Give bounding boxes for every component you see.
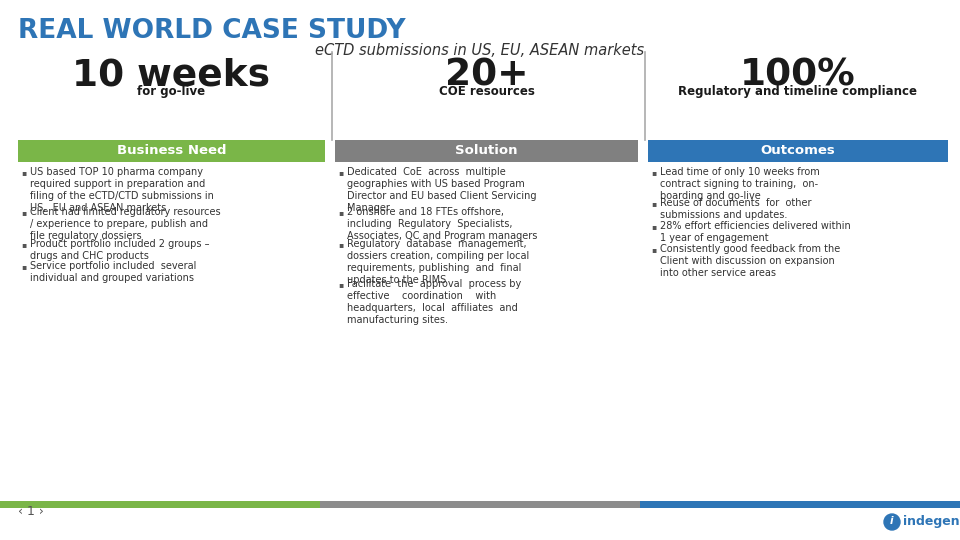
Text: COE resources: COE resources xyxy=(439,85,535,98)
Text: Dedicated  CoE  across  multiple
geographies with US based Program
Director and : Dedicated CoE across multiple geographie… xyxy=(347,167,537,213)
Text: Regulatory and timeline compliance: Regulatory and timeline compliance xyxy=(679,85,918,98)
Text: ▪: ▪ xyxy=(651,222,656,231)
Text: i: i xyxy=(889,516,893,526)
Circle shape xyxy=(884,514,900,530)
Text: ▪: ▪ xyxy=(338,240,343,248)
Text: 100%: 100% xyxy=(740,57,856,93)
Text: Solution: Solution xyxy=(455,145,517,158)
Text: eCTD submissions in US, EU, ASEAN markets: eCTD submissions in US, EU, ASEAN market… xyxy=(316,43,644,58)
Text: ▪: ▪ xyxy=(21,262,26,271)
Text: Outcomes: Outcomes xyxy=(760,145,835,158)
Bar xyxy=(0,501,320,508)
Bar xyxy=(320,501,640,508)
Text: for go-live: for go-live xyxy=(137,85,205,98)
Text: Service portfolio included  several
individual and grouped variations: Service portfolio included several indiv… xyxy=(30,261,197,283)
Text: indegene: indegene xyxy=(903,516,960,529)
Bar xyxy=(648,140,948,162)
Text: ▪: ▪ xyxy=(21,208,26,217)
Text: ▪: ▪ xyxy=(338,280,343,289)
Text: ▪: ▪ xyxy=(338,168,343,177)
Text: ‹ 1 ›: ‹ 1 › xyxy=(18,505,44,518)
Text: ▪: ▪ xyxy=(651,199,656,208)
Text: 2 onshore and 18 FTEs offshore,
including  Regulatory  Specialists,
Associates, : 2 onshore and 18 FTEs offshore, includin… xyxy=(347,207,538,241)
Text: Client had limited regulatory resources
/ experience to prepare, publish and
fil: Client had limited regulatory resources … xyxy=(30,207,221,241)
Bar xyxy=(18,140,325,162)
Text: Regulatory  database  management,
dossiers creation, compiling per local
require: Regulatory database management, dossiers… xyxy=(347,239,529,285)
Bar xyxy=(640,501,960,508)
Text: ▪: ▪ xyxy=(651,245,656,254)
Text: REAL WORLD CASE STUDY: REAL WORLD CASE STUDY xyxy=(18,18,406,44)
Text: Reuse of documents  for  other
submissions and updates.: Reuse of documents for other submissions… xyxy=(660,198,811,220)
Text: Business Need: Business Need xyxy=(117,145,227,158)
Text: ▪: ▪ xyxy=(338,208,343,217)
Text: Consistently good feedback from the
Client with discussion on expansion
into oth: Consistently good feedback from the Clie… xyxy=(660,244,840,278)
Text: 10 weeks: 10 weeks xyxy=(73,57,271,93)
Text: US based TOP 10 pharma company
required support in preparation and
filing of the: US based TOP 10 pharma company required … xyxy=(30,167,214,213)
Text: ▪: ▪ xyxy=(651,168,656,177)
Text: Facilitate  the  approval  process by
effective    coordination    with
headquar: Facilitate the approval process by effec… xyxy=(347,279,521,325)
Text: ▪: ▪ xyxy=(21,168,26,177)
Text: Lead time of only 10 weeks from
contract signing to training,  on-
boarding and : Lead time of only 10 weeks from contract… xyxy=(660,167,820,201)
Text: ▪: ▪ xyxy=(21,240,26,248)
Bar xyxy=(335,140,638,162)
Text: 20+: 20+ xyxy=(444,57,528,93)
Text: Product portfolio included 2 groups –
drugs and CHC products: Product portfolio included 2 groups – dr… xyxy=(30,239,209,261)
Text: 28% effort efficiencies delivered within
1 year of engagement: 28% effort efficiencies delivered within… xyxy=(660,221,851,243)
